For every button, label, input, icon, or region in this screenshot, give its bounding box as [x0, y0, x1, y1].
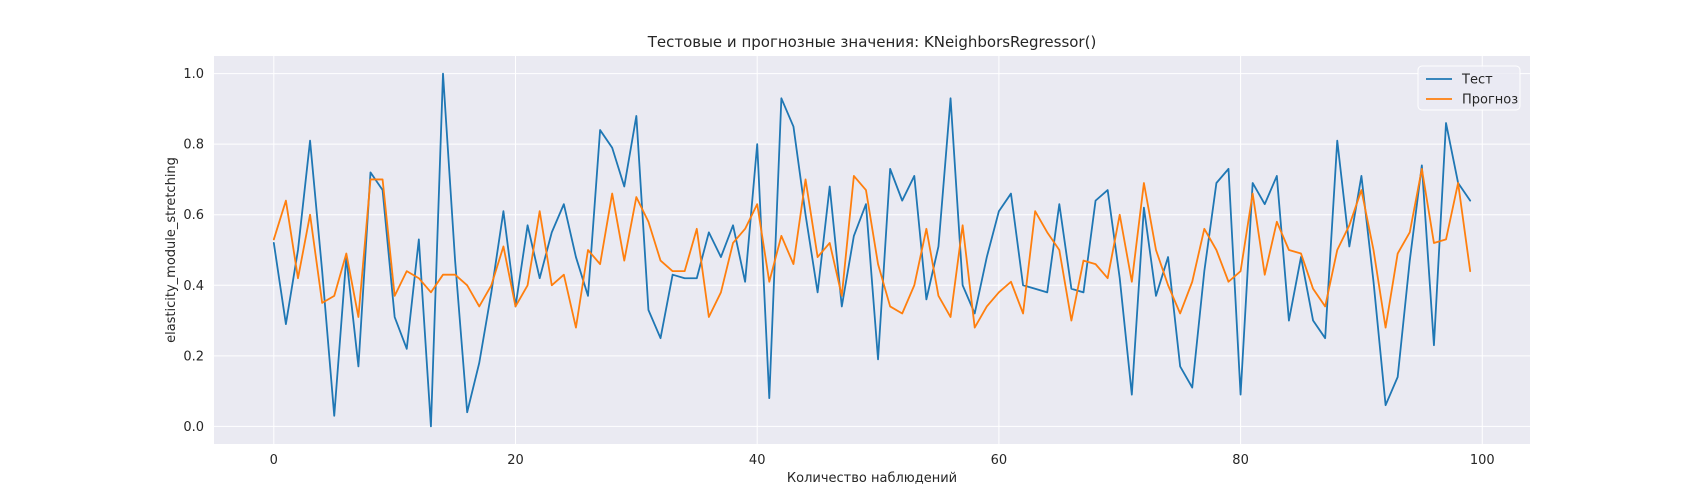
plot-background [214, 56, 1530, 444]
series-line-test [272, 72, 1472, 428]
y-axis-label: elasticity_module_stretching [164, 157, 179, 343]
x-axis-label: Количество наблюдений [787, 471, 957, 486]
series-line-forecast [272, 167, 1472, 329]
x-tick-label: 40 [749, 453, 766, 468]
x-tick-label: 60 [991, 453, 1008, 468]
legend-entry: Прогноз [1462, 93, 1518, 108]
y-tick-label: 0.0 [183, 420, 204, 435]
y-tick-label: 0.6 [183, 208, 204, 223]
y-ticks: 0.0 0.2 0.4 0.6 0.8 1.0 [183, 67, 204, 435]
x-tick-label: 20 [507, 453, 524, 468]
x-tick-label: 80 [1232, 453, 1249, 468]
legend-entry: Тест [1461, 73, 1493, 88]
legend: Тест Прогноз [1417, 65, 1521, 111]
x-tick-label: 100 [1470, 453, 1495, 468]
x-ticks: 0 20 40 60 80 100 [270, 453, 1495, 468]
chart-title: Тестовые и прогнозные значения: KNeighbo… [647, 33, 1097, 51]
y-tick-label: 1.0 [183, 67, 204, 82]
x-tick-label: 0 [270, 453, 278, 468]
y-tick-label: 0.8 [183, 138, 204, 153]
y-tick-label: 0.2 [183, 349, 204, 364]
series-layer [272, 72, 1472, 428]
y-tick-label: 0.4 [183, 279, 204, 294]
